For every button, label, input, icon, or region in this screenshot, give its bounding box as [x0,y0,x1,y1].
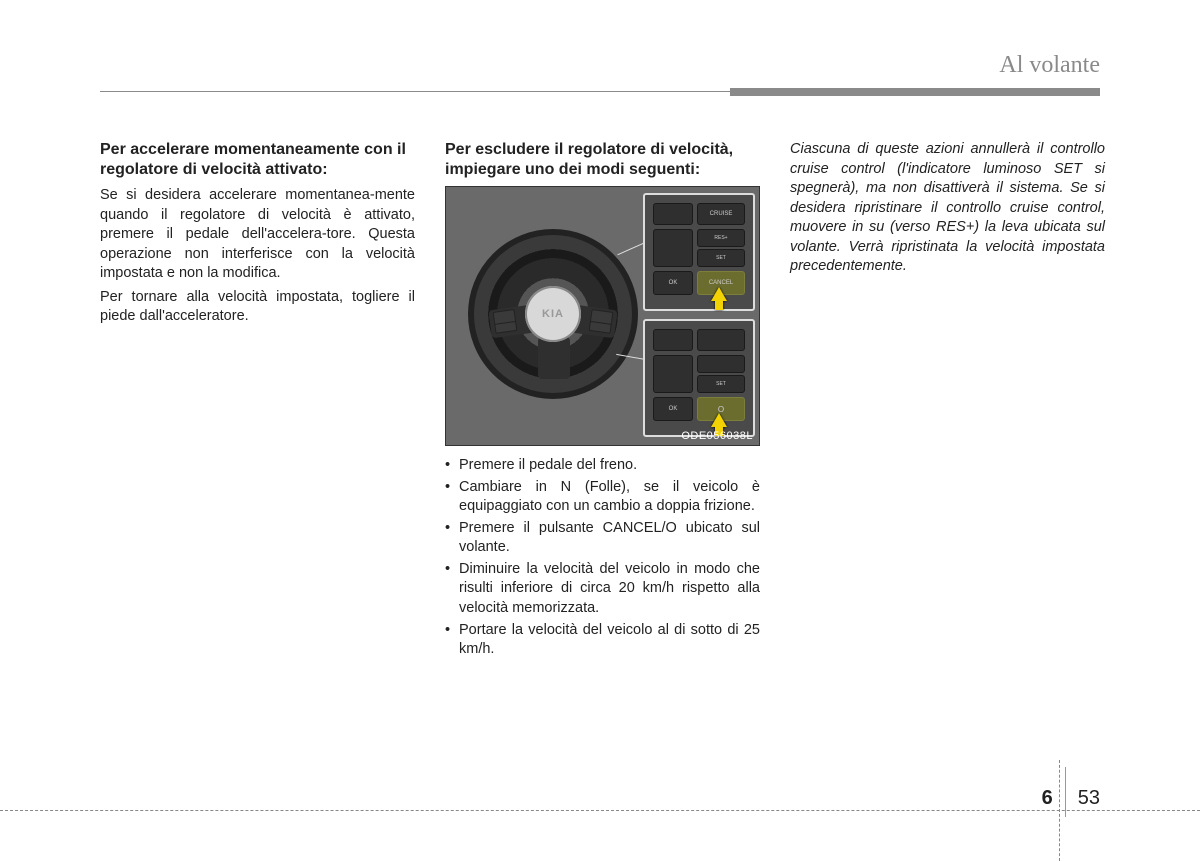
page-num-separator [1065,767,1066,817]
section-title: Al volante [999,52,1100,79]
nav-toggle [653,355,693,393]
wheel-spoke-right [564,304,617,339]
button-detail-panel-top: CRUISE RES+ SET OK CANCEL [643,193,755,311]
arrow-up-icon [711,287,727,301]
content-columns: Per accelerare momentaneamente con il re… [100,140,1105,662]
set-button: SET [697,375,745,393]
figure-code: ODE056038L [681,430,753,442]
ok-button: OK [653,397,693,421]
res-button: RES+ [697,229,745,247]
column-3: Ciascuna di queste azioni annullerà il c… [790,140,1105,662]
manual-page: Al volante Per accelerare momentaneament… [0,0,1200,861]
trim-mark-h [0,810,1200,811]
list-item: Portare la velocità del veicolo al di so… [445,621,760,660]
wheel-spoke-bottom [538,337,570,379]
col1-paragraph-2: Per tornare alla velocità impostata, tog… [100,288,415,327]
list-item: Premere il pedale del freno. [445,456,760,476]
page-header: Al volante [100,60,1100,96]
nav-toggle [653,229,693,267]
mode-button [697,329,745,351]
wheel-button [589,321,612,334]
col1-heading: Per accelerare momentaneamente con il re… [100,140,415,180]
steering-wheel-icon: KIA [468,229,638,399]
page-number: 6 53 [1042,773,1100,823]
list-item: Cambiare in N (Folle), se il veicolo è e… [445,478,760,517]
ok-button: OK [653,271,693,295]
list-item: Premere il pulsante CANCEL/O ubicato sul… [445,519,760,558]
col3-note: Ciascuna di queste azioni annullerà il c… [790,140,1105,277]
header-accent-bar [730,88,1100,96]
button-detail-panel-bottom: SET OK O [643,319,755,437]
set-button: SET [697,249,745,267]
wheel-spoke-left [488,304,541,339]
col1-paragraph-1: Se si desidera accelerare momentanea-men… [100,186,415,284]
wheel-button [494,321,517,334]
menu-button [653,203,693,225]
page-number-value: 53 [1078,787,1100,810]
kia-logo: KIA [542,308,564,320]
list-item: Diminuire la velocità del veicolo in mod… [445,560,760,619]
bullet-list: Premere il pedale del freno. Cambiare in… [445,456,760,660]
arrow-up-icon [711,413,727,427]
col2-heading: Per escludere il regolatore di velocità,… [445,140,760,180]
up-button [697,355,745,373]
steering-wheel-figure: KIA CRUISE RES+ SET OK CANCEL [445,186,760,446]
cruise-button: CRUISE [697,203,745,225]
chapter-number: 6 [1042,787,1053,810]
menu-button [653,329,693,351]
column-2: Per escludere il regolatore di velocità,… [445,140,760,662]
column-1: Per accelerare momentaneamente con il re… [100,140,415,662]
